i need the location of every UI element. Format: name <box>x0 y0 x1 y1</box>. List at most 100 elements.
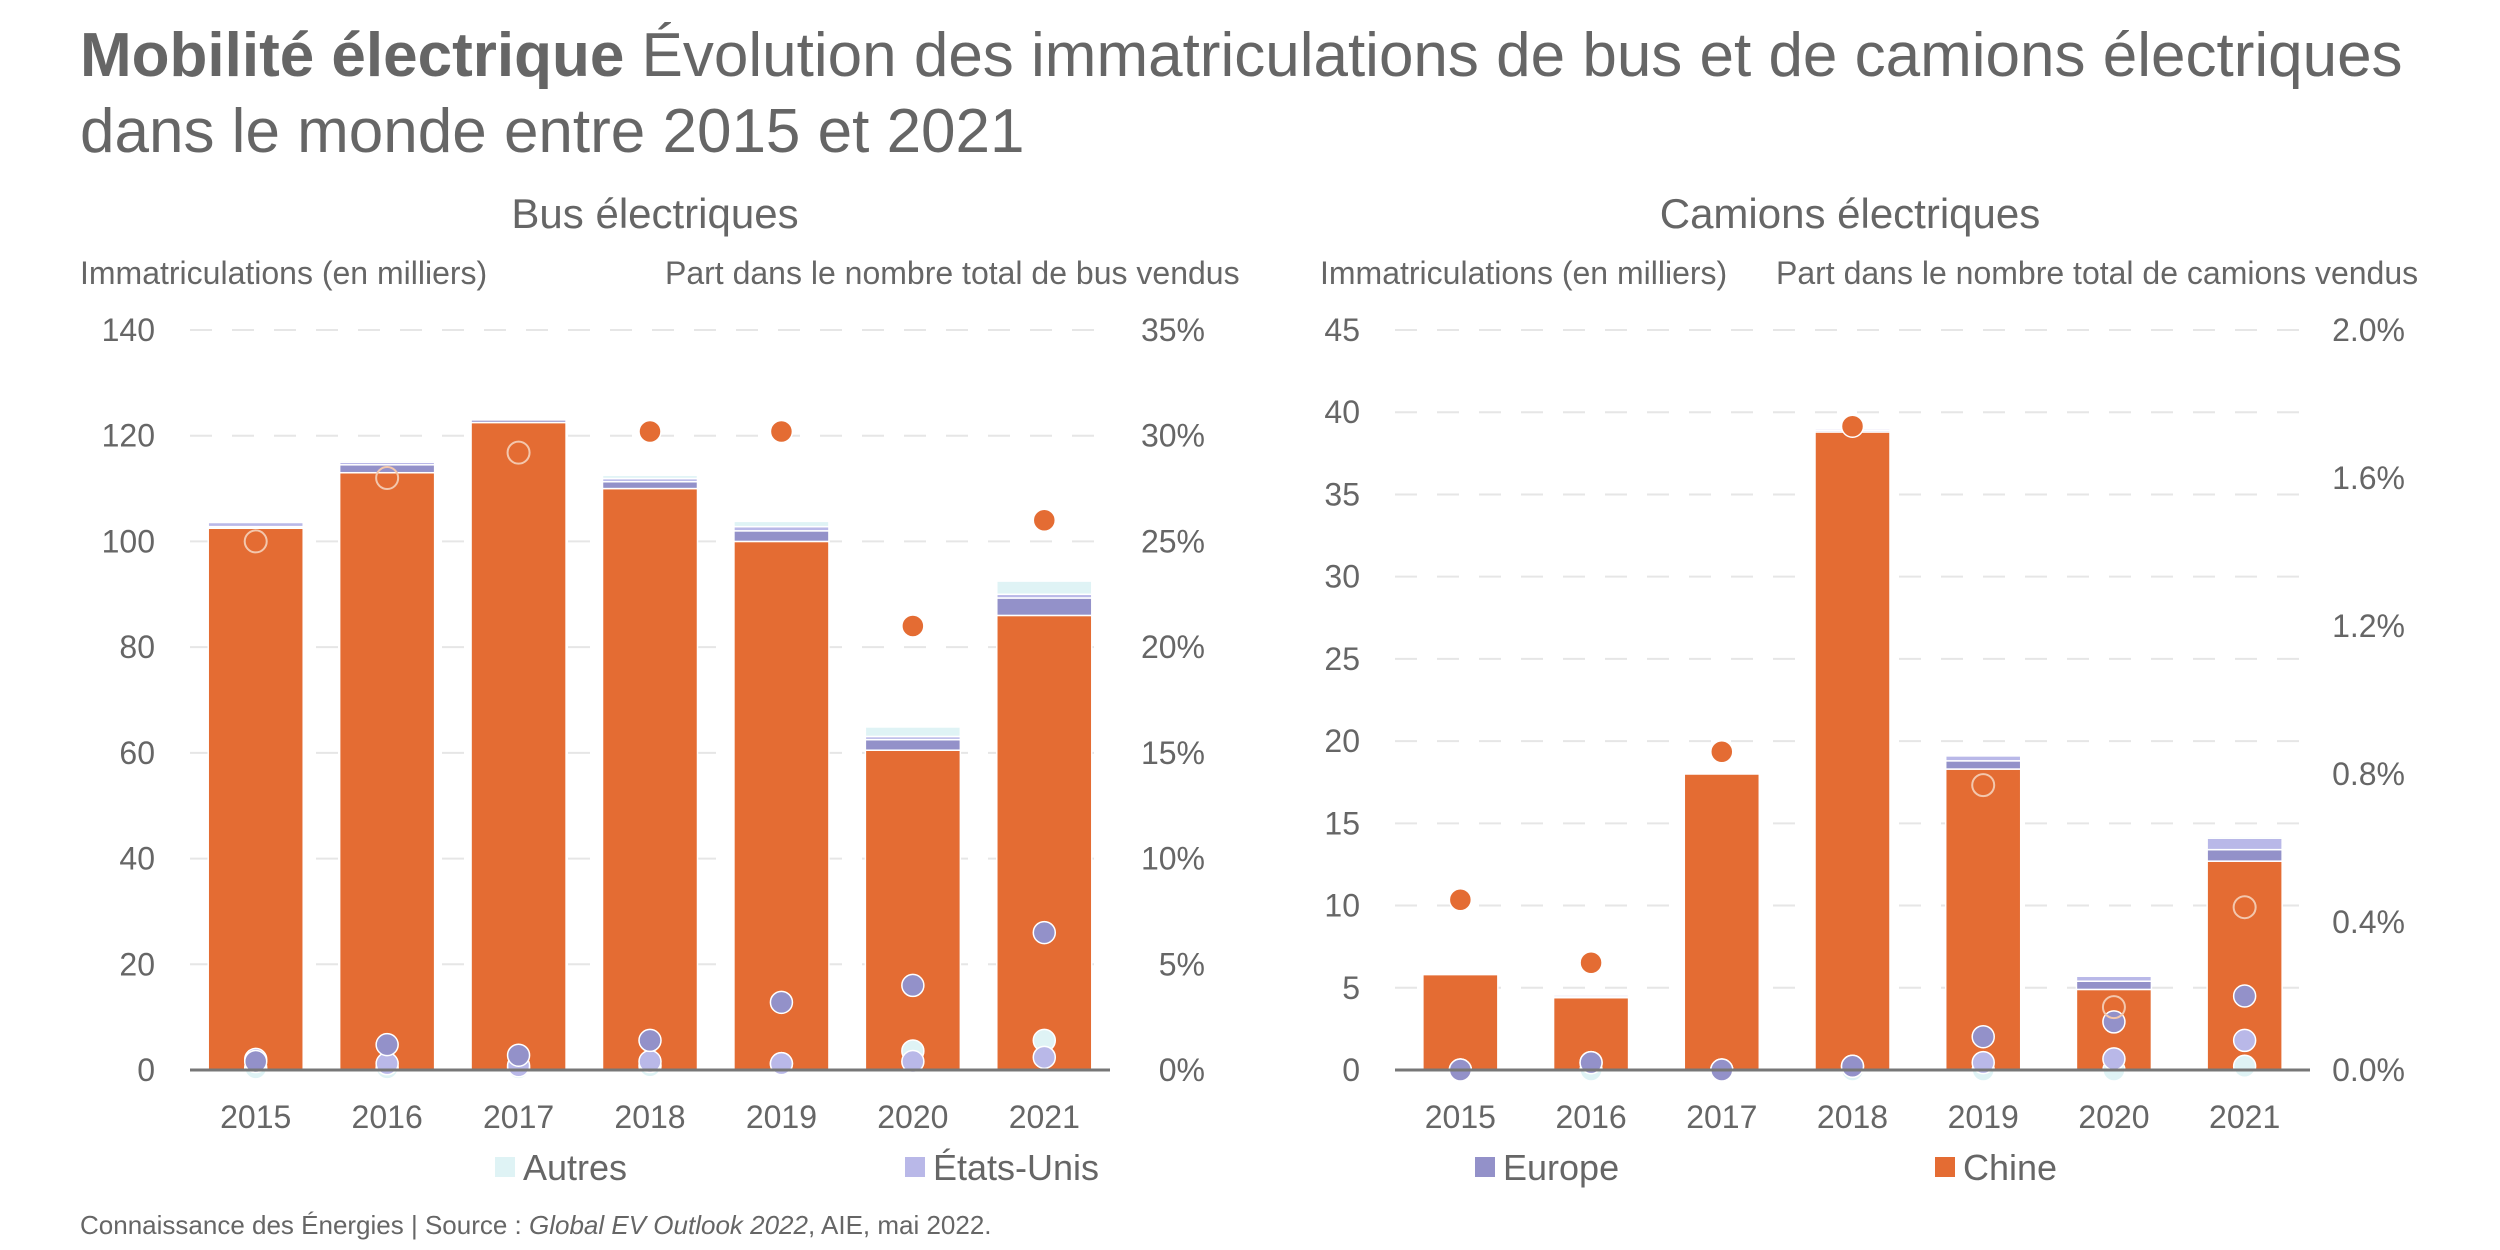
bus-x-tick-label: 2021 <box>1009 1099 1080 1135</box>
truck-y2-tick-label: 1.2% <box>2332 608 2405 644</box>
bus-y2-tick-label: 35% <box>1141 312 1205 348</box>
truck-y2-tick-label: 0.8% <box>2332 756 2405 792</box>
bus-y-tick-label: 120 <box>102 418 155 454</box>
bus-bar-autres-2018 <box>601 474 699 480</box>
bus-x-tick-label: 2015 <box>220 1099 291 1135</box>
truck-bar-tatsunis-2019 <box>1944 755 2022 762</box>
truck-y-tick-label: 10 <box>1324 888 1360 924</box>
truck-share-dot-tatsunis-2019 <box>1971 1050 1995 1075</box>
bus-y-tick-label: 20 <box>119 946 155 982</box>
bus-legend-label: États-Unis <box>933 1147 1099 1188</box>
bus-bar-chine-2020 <box>864 749 962 1071</box>
truck-x-tick-label: 2016 <box>1555 1099 1626 1135</box>
truck-y2-tick-label: 0.4% <box>2332 904 2405 940</box>
truck-share-dot-tatsunis-2021 <box>2232 1028 2257 1053</box>
truck-share-dot-chine-2015 <box>1448 888 1473 912</box>
bus-legend-swatch-0 <box>495 1157 515 1177</box>
truck-share-dot-europe-2016 <box>1579 1050 1603 1075</box>
bus-legend-swatch-1 <box>905 1157 925 1177</box>
truck-share-dot-europe-2018 <box>1840 1054 1865 1079</box>
truck-legend-label: Europe <box>1503 1147 1619 1188</box>
truck-y2-tick-label: 1.6% <box>2332 460 2405 496</box>
truck-legend-swatch-1 <box>1935 1157 1955 1177</box>
footer-source: Global EV Outlook 2022 <box>529 1210 808 1240</box>
truck-y-axis-label: Immatriculations (en milliers) <box>1320 255 1728 291</box>
truck-share-dot-tatsunis-2020 <box>2102 1047 2126 1071</box>
bus-x-tick-label: 2019 <box>746 1099 817 1135</box>
bus-bar-europe-2019 <box>733 530 830 543</box>
bus-y2-tick-label: 20% <box>1141 629 1205 665</box>
truck-x-tick-label: 2020 <box>2078 1099 2149 1135</box>
truck-share-dot-chine-2017 <box>1710 740 1734 764</box>
bus-bar-autres-2021 <box>996 580 1093 596</box>
truck-y-tick-label: 15 <box>1324 805 1360 841</box>
truck-bar-tatsunis-2016 <box>1552 993 1630 997</box>
truck-y-tick-label: 40 <box>1324 394 1360 430</box>
truck-bar-europe-2019 <box>1944 760 2022 770</box>
truck-x-tick-label: 2021 <box>2209 1099 2280 1135</box>
truck-bar-chine-2019 <box>1944 768 2022 1071</box>
title-rest: Évolution des immatriculations de bus et… <box>80 21 2403 166</box>
bus-bar-chine-2017 <box>470 421 567 1071</box>
source-footer: Connaissance des Énergies | Source : Glo… <box>80 1210 992 1241</box>
bus-legend-label: Autres <box>523 1147 627 1188</box>
bus-share-dot-chine-2015 <box>243 529 268 554</box>
bus-share-dot-europe-2016 <box>375 1032 399 1057</box>
truck-y2-tick-label: 0.0% <box>2332 1052 2405 1088</box>
truck-y-tick-label: 5 <box>1342 970 1360 1006</box>
truck-y-tick-label: 30 <box>1324 559 1360 595</box>
bus-share-dot-chine-2016 <box>375 466 400 490</box>
truck-y-tick-label: 25 <box>1324 641 1360 677</box>
bus-share-dot-tatsunis-2021 <box>1032 1045 1057 1070</box>
bus-y-tick-label: 80 <box>119 629 155 665</box>
truck-legend-label: Chine <box>1963 1147 2057 1188</box>
truck-x-tick-label: 2018 <box>1817 1099 1888 1135</box>
truck-share-dot-chine-2020 <box>2101 995 2126 1020</box>
truck-bar-chine-2018 <box>1814 431 1891 1071</box>
truck-share-dot-chine-2018 <box>1840 414 1865 438</box>
bus-y2-tick-label: 0% <box>1159 1052 1205 1088</box>
bus-chart: 0 20 40 60 80 100 120 140 0% 5% 10% 15% 20% 25% 30% 35%… <box>102 312 1205 1188</box>
bus-bar-autres-2017 <box>470 416 567 420</box>
truck-share-dot-chine-2021 <box>2232 895 2257 920</box>
bus-y-tick-label: 0 <box>137 1052 155 1088</box>
bus-y-tick-label: 100 <box>102 523 155 559</box>
truck-share-dot-europe-2021 <box>2232 984 2257 1008</box>
title-bold: Mobilité électrique <box>80 21 625 90</box>
bus-bar-europe-2020 <box>864 738 962 751</box>
bus-bar-chine-2015 <box>207 527 304 1071</box>
truck-y-tick-label: 20 <box>1324 723 1360 759</box>
truck-bar-autres-2021 <box>2206 835 2283 839</box>
bus-y2-tick-label: 15% <box>1141 735 1205 771</box>
bus-share-dot-europe-2015 <box>243 1049 268 1074</box>
page-title: Mobilité électrique Évolution des immatr… <box>80 18 2460 170</box>
truck-chart-title: Camions électriques <box>1659 190 2041 237</box>
truck-y-tick-label: 35 <box>1324 476 1360 512</box>
truck-chart: 0 5 10 15 20 25 30 35 40 45 0.0% 0.4% 0.8% 1.2% 1.6% 2.… <box>1324 312 2405 1188</box>
truck-bar-chine-2015 <box>1422 973 1499 1071</box>
bus-y-tick-label: 140 <box>102 312 155 348</box>
bus-share-dot-chine-2020 <box>901 614 925 638</box>
bus-share-dot-chine-2018 <box>638 419 662 444</box>
truck-bar-europe-2020 <box>2075 980 2153 991</box>
bus-y2-tick-label: 10% <box>1141 841 1205 877</box>
bus-share-dot-europe-2018 <box>638 1028 662 1053</box>
bus-bar-chine-2016 <box>338 471 436 1071</box>
bus-bar-autres-2016 <box>338 459 436 463</box>
truck-share-dot-autres-2021 <box>2232 1054 2257 1079</box>
bus-y2-tick-label: 5% <box>1159 946 1205 982</box>
bus-y-axis-label: Immatriculations (en milliers) <box>80 255 488 291</box>
truck-bar-tatsunis-2020 <box>2075 975 2153 982</box>
truck-bar-tatsunis-2021 <box>2206 837 2283 851</box>
truck-y2-tick-label: 2.0% <box>2332 312 2405 348</box>
truck-share-dot-chine-2016 <box>1579 950 1603 975</box>
bus-y-tick-label: 60 <box>119 735 155 771</box>
bus-bar-chine-2018 <box>601 487 699 1071</box>
bus-share-dot-chine-2021 <box>1032 508 1057 533</box>
truck-x-tick-label: 2017 <box>1686 1099 1757 1135</box>
bus-share-dot-tatsunis-2020 <box>901 1049 925 1074</box>
bus-y2-axis-label: Part dans le nombre total de bus vendus <box>665 255 1240 291</box>
bus-bar-europe-2016 <box>338 464 436 474</box>
bus-share-dot-europe-2017 <box>506 1043 531 1067</box>
